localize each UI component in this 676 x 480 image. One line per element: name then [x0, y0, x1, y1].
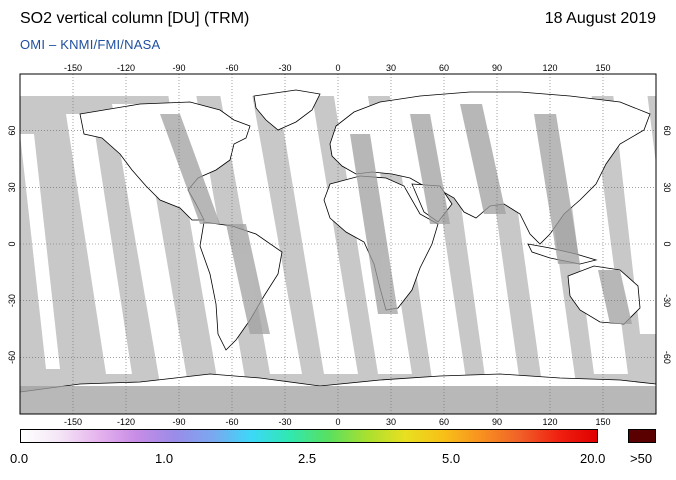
lon-tick-label-bottom: -120 [117, 417, 135, 427]
orbit-swath [220, 94, 302, 374]
orbit-swath [276, 84, 358, 374]
lon-tick-label-bottom: -90 [172, 417, 185, 427]
lon-tick-label-top: -60 [225, 63, 238, 73]
graticule [20, 74, 656, 414]
no-data-stripe [598, 270, 632, 324]
lon-tick-label-bottom: 30 [386, 417, 396, 427]
lat-tick-label-left: 60 [7, 126, 17, 136]
colorbar-label-0: 0.0 [10, 451, 29, 466]
orbit-swath [612, 84, 656, 334]
orbit-swath [112, 104, 188, 384]
orbit-swath [66, 114, 132, 374]
colorbar-label-2: 2.5 [298, 451, 317, 466]
so2-map: -150 -150 -120 -120 -90 -90 -60 -60 -30 -30 0 0 30 30… [7, 63, 672, 427]
lat-tick-label-right: 30 [662, 182, 672, 192]
lon-tick-label-top: -90 [172, 63, 185, 73]
lat-tick-label-left: 30 [7, 182, 17, 192]
arctic-coverage [20, 74, 656, 96]
colorbar [20, 429, 598, 443]
lat-tick-label-left: -60 [7, 351, 17, 364]
lon-tick-label-bottom: -150 [64, 417, 82, 427]
lon-tick-label-top: 90 [492, 63, 502, 73]
map-frame [19, 73, 657, 415]
map-title: SO2 vertical column [DU] (TRM) [20, 10, 250, 27]
antarctic-no-data [20, 386, 656, 414]
lat-tick-label-right: 60 [662, 126, 672, 136]
lon-tick-label-top: 150 [595, 63, 610, 73]
axis-ticks: -150 -150 -120 -120 -90 -90 -60 -60 -30 -30 0 0 30 30… [7, 63, 672, 427]
lat-tick-label-right: 0 [662, 241, 672, 246]
lon-tick-label-bottom: 0 [335, 417, 340, 427]
no-data-stripe [460, 104, 506, 214]
lon-tick-label-bottom: -30 [278, 417, 291, 427]
lat-tick-label-left: 0 [7, 241, 17, 246]
colorbar-overflow-swatch [628, 429, 656, 443]
lon-tick-label-bottom: 60 [439, 417, 449, 427]
lat-tick-label-right: -30 [662, 294, 672, 307]
orbit-swath [20, 134, 60, 369]
no-data-stripe [410, 114, 450, 224]
map-date: 18 August 2019 [544, 10, 656, 27]
lon-tick-label-top: -150 [64, 63, 82, 73]
lat-tick-label-right: -60 [662, 351, 672, 364]
colorbar-label-1: 1.0 [155, 451, 174, 466]
lon-tick-label-top: -120 [117, 63, 135, 73]
land-no-data-stripes [20, 104, 656, 414]
lon-tick-label-top: 0 [335, 63, 340, 73]
no-data-stripe [350, 134, 398, 314]
greenland [253, 89, 321, 131]
lon-tick-label-top: 30 [386, 63, 396, 73]
lon-tick-label-top: 60 [439, 63, 449, 73]
lon-tick-label-top: 120 [542, 63, 557, 73]
lat-tick-label-left: -30 [7, 294, 17, 307]
no-data-stripe [534, 114, 580, 264]
no-data-stripe [226, 224, 270, 334]
lon-tick-label-bottom: 120 [542, 417, 557, 427]
colorbar-label-3: 5.0 [442, 451, 461, 466]
colorbar-label-5: >50 [630, 451, 653, 466]
lon-tick-label-bottom: 90 [492, 417, 502, 427]
data-credit: OMI – KNMI/FMI/NASA [20, 37, 161, 52]
lon-tick-label-top: -30 [278, 63, 291, 73]
map-canvas: -150 -150 -120 -120 -90 -90 -60 -60 -30 -30 0 0 30 30… [7, 63, 672, 427]
lon-tick-label-bottom: 150 [595, 417, 610, 427]
no-data-stripe [160, 114, 220, 224]
lon-tick-label-bottom: -60 [225, 417, 238, 427]
colorbar-label-4: 20.0 [580, 451, 606, 466]
